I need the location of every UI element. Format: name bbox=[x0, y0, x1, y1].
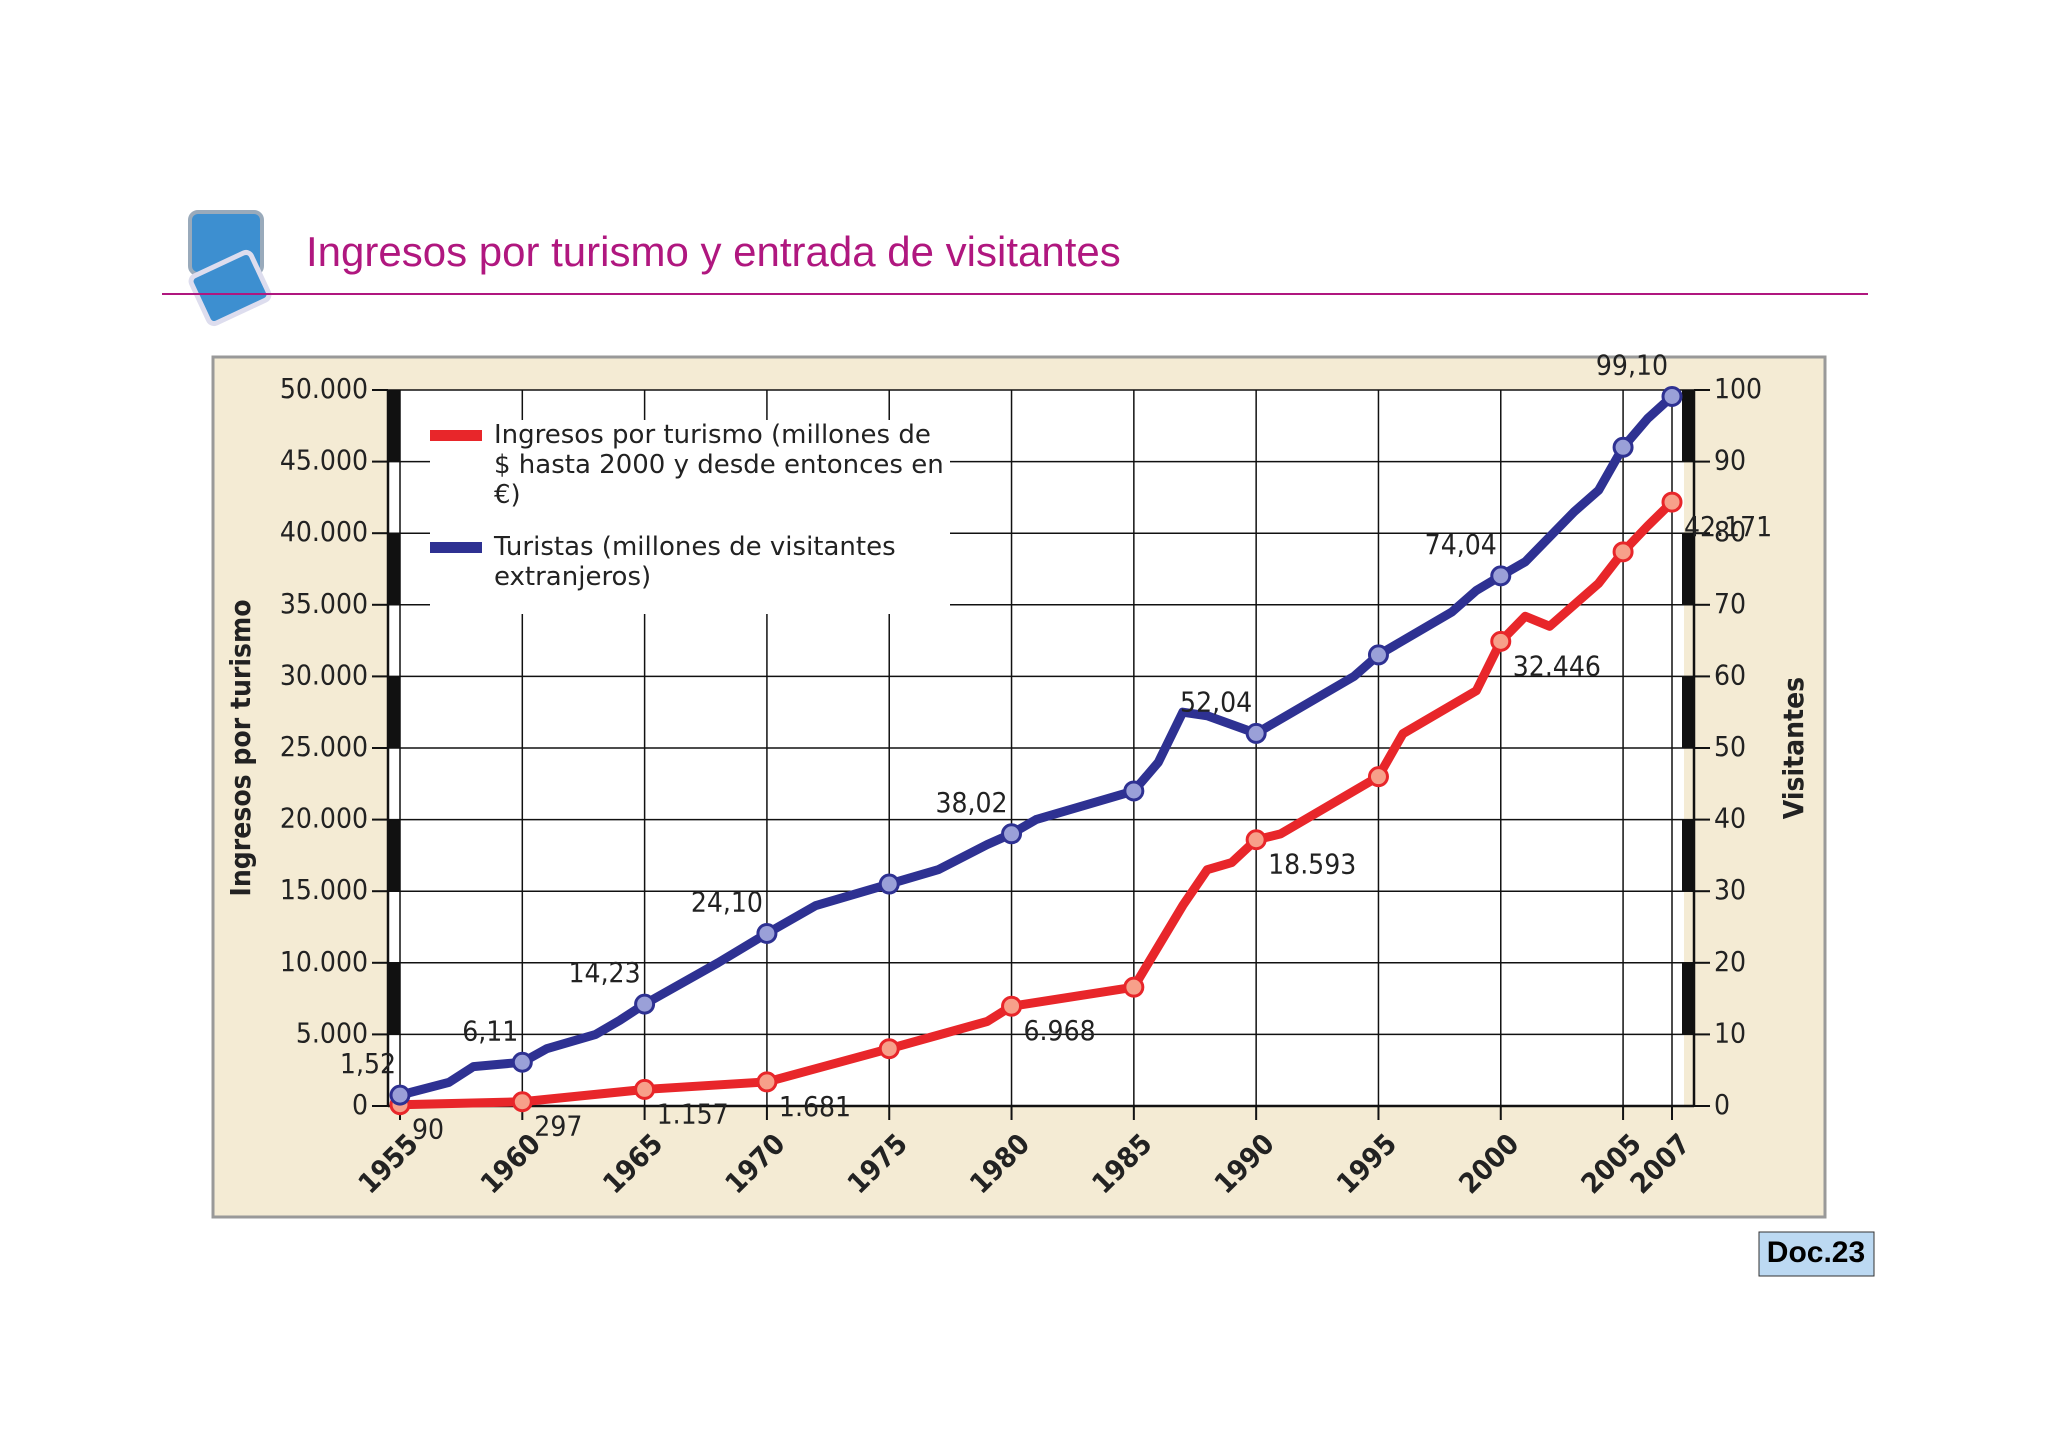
y-tick-label: 45.000 bbox=[280, 444, 368, 477]
y2-tick-label: 70 bbox=[1714, 587, 1746, 620]
point-marker bbox=[878, 873, 900, 895]
y2-tick-label: 30 bbox=[1714, 873, 1746, 906]
y2-tick-label: 10 bbox=[1714, 1016, 1746, 1049]
data-label: 1,52 bbox=[340, 1047, 396, 1080]
point-marker bbox=[1001, 823, 1023, 845]
point-marker bbox=[756, 1071, 778, 1093]
axis-strip bbox=[388, 819, 400, 892]
y2-tick-label: 20 bbox=[1714, 945, 1746, 978]
y-axis-label: Ingresos por turismo bbox=[224, 599, 257, 896]
icon bbox=[188, 249, 272, 327]
point-marker bbox=[634, 1078, 656, 1100]
point-marker bbox=[511, 1091, 533, 1113]
y-tick-label: 0 bbox=[352, 1088, 368, 1121]
y-tick-label: 50.000 bbox=[280, 372, 368, 405]
y2-tick-label: 50 bbox=[1714, 730, 1746, 763]
data-label: 32.446 bbox=[1513, 649, 1601, 682]
point-marker bbox=[1612, 436, 1634, 458]
legend-label: Turistas (millones de visitantes extranj… bbox=[494, 532, 896, 592]
point-marker bbox=[1490, 565, 1512, 587]
point-marker bbox=[1367, 644, 1389, 666]
point-marker bbox=[1490, 630, 1512, 652]
y-tick-label: 40.000 bbox=[280, 515, 368, 548]
doc-box bbox=[1758, 1231, 1875, 1277]
data-label: 6.968 bbox=[1024, 1014, 1096, 1047]
point-marker bbox=[1245, 829, 1267, 851]
y-tick-label: 15.000 bbox=[280, 873, 368, 906]
point-marker bbox=[756, 922, 778, 944]
y-tick-label: 25.000 bbox=[280, 730, 368, 763]
point-marker bbox=[1245, 722, 1267, 744]
y-tick-label: 10.000 bbox=[280, 945, 368, 978]
y-tick-label: 20.000 bbox=[280, 802, 368, 835]
data-label: 52,04 bbox=[1180, 685, 1252, 718]
point-marker bbox=[1661, 491, 1683, 513]
legend-entry: Ingresos por turismo (millones de $ hast… bbox=[430, 420, 950, 510]
point-marker bbox=[389, 1084, 411, 1106]
data-label: 1.157 bbox=[657, 1097, 729, 1130]
data-label: 99,10 bbox=[1596, 348, 1668, 381]
page-title: Ingresos por turismo y entrada de visita… bbox=[306, 228, 1121, 275]
data-label: 38,02 bbox=[935, 786, 1007, 819]
data-label: 1.681 bbox=[779, 1090, 851, 1123]
axis-strip bbox=[1682, 533, 1694, 605]
point-marker bbox=[634, 993, 656, 1015]
y2-tick-label: 100 bbox=[1714, 372, 1762, 405]
legend-entry: Turistas (millones de visitantes extranj… bbox=[430, 532, 950, 592]
data-label: 74,04 bbox=[1425, 528, 1497, 561]
legend-swatch bbox=[430, 430, 482, 441]
point-marker bbox=[1661, 385, 1683, 407]
point-marker bbox=[1612, 541, 1634, 563]
point-marker bbox=[1123, 780, 1145, 802]
legend-swatch bbox=[430, 542, 482, 553]
axis-strip bbox=[388, 533, 400, 605]
legend-label: Ingresos por turismo (millones de $ hast… bbox=[494, 420, 944, 510]
axis-strip bbox=[388, 390, 400, 462]
axis-strip bbox=[1682, 676, 1694, 748]
series-line bbox=[398, 393, 1676, 1100]
data-label: 24,10 bbox=[691, 885, 763, 918]
axis-strip bbox=[388, 962, 400, 1035]
axis-strip bbox=[1682, 819, 1694, 892]
data-label: 297 bbox=[534, 1110, 582, 1143]
data-label: 90 bbox=[412, 1113, 444, 1146]
plot: 0 5.000 10.000 15.000 20.000 25.000 30.000 35.0… bbox=[224, 348, 1810, 1200]
axis-strip bbox=[1682, 962, 1694, 1035]
data-label: 6,11 bbox=[462, 1014, 518, 1047]
legend: Ingresos por turismo (millones de $ hast… bbox=[430, 420, 950, 614]
y-tick-label: 5.000 bbox=[296, 1016, 368, 1049]
axis-strip bbox=[388, 676, 400, 748]
data-label: 18.593 bbox=[1268, 848, 1356, 881]
point-marker bbox=[1123, 976, 1145, 998]
data-label: 14,23 bbox=[569, 956, 641, 989]
data-label: 42.171 bbox=[1684, 510, 1772, 543]
y2-axis-label: Visitantes bbox=[1777, 677, 1810, 819]
y2-tick-label: 40 bbox=[1714, 802, 1746, 835]
point-marker bbox=[511, 1051, 533, 1073]
y-tick-label: 30.000 bbox=[280, 658, 368, 691]
y2-tick-label: 0 bbox=[1714, 1088, 1730, 1121]
point-marker bbox=[1001, 995, 1023, 1017]
y2-tick-label: 80 bbox=[1714, 515, 1746, 548]
point-marker bbox=[878, 1038, 900, 1060]
point-marker bbox=[1367, 766, 1389, 788]
y2-tick-label: 90 bbox=[1714, 444, 1746, 477]
y-tick-label: 35.000 bbox=[280, 587, 368, 620]
axis-strip bbox=[1682, 390, 1694, 462]
y2-tick-label: 60 bbox=[1714, 658, 1746, 691]
doc-label: Doc.23 bbox=[1767, 1236, 1865, 1269]
